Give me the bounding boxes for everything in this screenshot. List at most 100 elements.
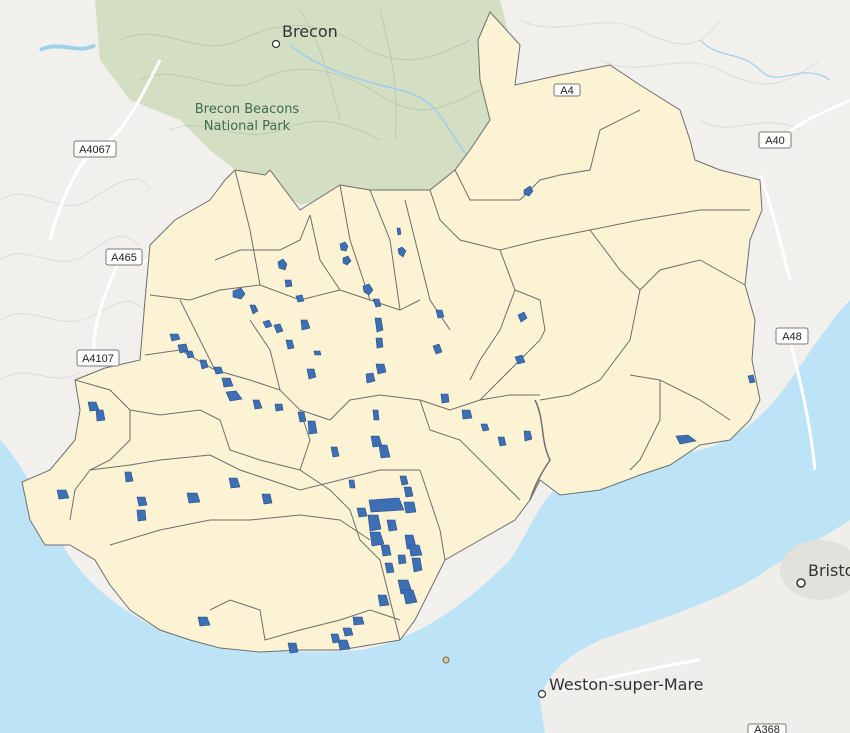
feature-polygon[interactable]: [307, 420, 318, 435]
feature-polygon[interactable]: [367, 514, 382, 532]
river: [289, 44, 471, 161]
feature-polygon[interactable]: [435, 309, 445, 319]
feature-polygon[interactable]: [228, 477, 241, 489]
feature-polygon[interactable]: [56, 489, 70, 500]
svg-text:A4107: A4107: [82, 353, 114, 365]
feature-polygon[interactable]: [348, 479, 356, 489]
feature-polygon[interactable]: [285, 339, 295, 350]
feature-polygon[interactable]: [95, 409, 106, 422]
hillshade: [0, 19, 821, 381]
feature-polygon[interactable]: [199, 359, 209, 370]
feature-polygon[interactable]: [397, 246, 407, 258]
feature-polygon[interactable]: [262, 319, 273, 329]
feature-polygon[interactable]: [225, 390, 243, 402]
label-national-park-line1: Brecon Beacons: [195, 102, 300, 117]
feature-polygon[interactable]: [136, 509, 147, 522]
label-brecon: Brecon: [282, 22, 338, 41]
brecon-town-marker: [271, 39, 281, 49]
weston-town-marker: [537, 689, 547, 699]
feature-polygon[interactable]: [197, 616, 211, 627]
feature-polygon[interactable]: [261, 493, 273, 505]
feature-polygon[interactable]: [380, 544, 392, 557]
feature-polygon[interactable]: [374, 317, 384, 333]
feature-polygon[interactable]: [232, 287, 246, 300]
svg-text:A4067: A4067: [79, 144, 111, 156]
feature-polygon[interactable]: [384, 562, 395, 574]
svg-text:A40: A40: [765, 135, 785, 147]
feature-polygon[interactable]: [249, 304, 259, 315]
feature-polygon[interactable]: [342, 627, 354, 637]
feature-polygon[interactable]: [352, 616, 365, 626]
svg-text:A48: A48: [782, 331, 802, 343]
feature-polygon[interactable]: [124, 471, 134, 483]
river: [39, 43, 97, 52]
feature-polygon[interactable]: [396, 227, 402, 236]
feature-polygon[interactable]: [339, 241, 349, 252]
feature-polygon[interactable]: [378, 444, 391, 459]
feature-polygon[interactable]: [523, 185, 534, 197]
road-shield-a465: A465: [105, 248, 143, 266]
feature-polygon[interactable]: [386, 519, 398, 532]
feature-polygon[interactable]: [514, 354, 526, 365]
feature-polygon[interactable]: [169, 333, 181, 342]
study-region: [21, 11, 763, 653]
feature-polygon[interactable]: [399, 475, 409, 486]
feature-polygon[interactable]: [403, 486, 414, 498]
feature-polygon[interactable]: [287, 642, 299, 654]
feature-polygon[interactable]: [377, 594, 390, 607]
feature-polygon[interactable]: [185, 350, 195, 359]
feature-polygon[interactable]: [375, 363, 387, 375]
feature-polygon[interactable]: [517, 311, 528, 323]
feature-polygon[interactable]: [365, 372, 376, 384]
feature-polygon[interactable]: [342, 255, 352, 266]
feature-polygon[interactable]: [372, 298, 382, 308]
feature-polygon[interactable]: [497, 436, 507, 447]
feature-polygon[interactable]: [440, 393, 450, 404]
feature-polygon[interactable]: [277, 258, 288, 271]
island-marker: [442, 656, 450, 664]
feature-polygon[interactable]: [375, 337, 384, 349]
feature-polygon[interactable]: [362, 283, 374, 296]
feature-polygon[interactable]: [523, 430, 533, 442]
feature-polygon[interactable]: [411, 557, 423, 573]
label-bristol: Bristol: [808, 561, 850, 580]
svg-text:A4: A4: [560, 85, 573, 97]
feature-polygon[interactable]: [330, 446, 340, 458]
feature-polygon[interactable]: [273, 323, 284, 334]
feature-polygon[interactable]: [403, 501, 417, 514]
road-shield-a40: A40: [758, 131, 792, 149]
feature-polygon[interactable]: [186, 492, 201, 504]
bristol-city-marker: [796, 578, 806, 588]
road-shield-a4107: A4107: [76, 349, 120, 367]
feature-polygon[interactable]: [747, 374, 756, 384]
feature-polygon[interactable]: [313, 350, 322, 356]
feature-polygon[interactable]: [368, 497, 405, 513]
feature-polygon[interactable]: [306, 368, 317, 380]
feature-polygon[interactable]: [402, 589, 418, 605]
feature-polygon[interactable]: [136, 496, 148, 507]
road-shield-a48: A48: [775, 327, 809, 345]
feature-polygon[interactable]: [408, 544, 423, 557]
feature-polygon[interactable]: [284, 279, 293, 288]
svg-text:A465: A465: [111, 252, 137, 264]
feature-points[interactable]: [56, 185, 756, 654]
feature-polygon[interactable]: [675, 434, 697, 445]
sea: [0, 300, 850, 733]
feature-polygon[interactable]: [480, 423, 490, 432]
feature-polygon[interactable]: [252, 399, 263, 410]
feature-polygon[interactable]: [397, 554, 407, 565]
feature-polygon[interactable]: [297, 411, 307, 423]
feature-polygon[interactable]: [300, 319, 311, 331]
feature-polygon[interactable]: [356, 507, 368, 518]
feature-polygon[interactable]: [213, 366, 224, 375]
feature-polygon[interactable]: [372, 409, 380, 421]
feature-polygon[interactable]: [432, 343, 443, 355]
feature-polygon[interactable]: [461, 409, 473, 420]
label-weston-super-mare: Weston-super-Mare: [549, 675, 704, 694]
feature-polygon[interactable]: [295, 294, 305, 303]
feature-polygon[interactable]: [337, 639, 351, 651]
feature-polygon[interactable]: [274, 403, 284, 412]
feature-polygon[interactable]: [369, 531, 385, 547]
feature-polygon[interactable]: [221, 377, 234, 388]
